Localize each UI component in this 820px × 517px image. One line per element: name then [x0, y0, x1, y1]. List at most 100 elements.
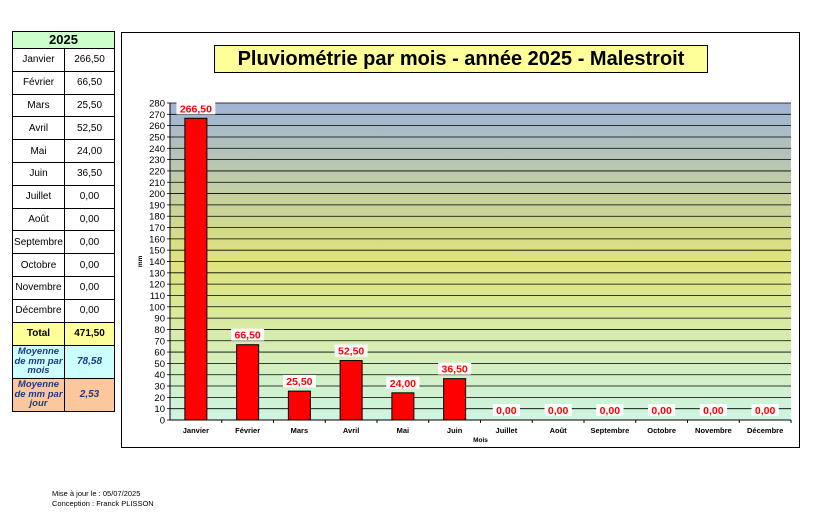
table-row-6-label: Juillet	[12, 184, 65, 209]
x-label-janvier: Janvier	[183, 426, 209, 435]
chart-panel: 0 10 20 30 40 50 60 70 80 90 100 110 120 130 140 150 160…	[121, 32, 800, 448]
table-row-4-label: Mai	[12, 139, 65, 163]
table-row-3: Avril 52,50	[12, 116, 115, 141]
x-label-mai: Mai	[397, 426, 410, 435]
x-label-avril: Avril	[343, 426, 359, 435]
table-total-value: 471,50	[64, 321, 115, 346]
data-label-bg-3	[334, 344, 368, 357]
ytick-label-90: 90	[154, 314, 165, 325]
x-label-septembre: Septembre	[590, 426, 629, 435]
ytick-label-120: 120	[149, 280, 165, 291]
x-label-mars: Mars	[291, 426, 309, 435]
ytick-label-10: 10	[154, 404, 165, 415]
table-row-9-label: Octobre	[12, 253, 65, 277]
table-row-2: Mars 25,50	[12, 93, 115, 118]
chart-title: Pluviométrie par mois - année 2025 - Mal…	[214, 45, 708, 73]
table-year-row: 2025	[12, 31, 115, 49]
data-label-octobre: 0,00	[651, 405, 672, 417]
x-label-octobre: Octobre	[647, 426, 676, 435]
data-label-bg-1	[231, 328, 265, 341]
table-avg-day-value: 2,53	[64, 377, 115, 412]
data-label-bg-0	[176, 102, 216, 115]
table-row-7-value: 0,00	[64, 207, 115, 232]
ytick-label-100: 100	[149, 302, 165, 313]
table-avg-month-value: 78,58	[64, 344, 115, 379]
rainfall-bar-chart: 0102030405060708090100110120130140150160…	[137, 99, 792, 444]
footer-author: Conception : Franck PLISSON	[52, 499, 154, 508]
data-label-bg-2	[282, 375, 316, 388]
bar-janvier	[184, 117, 208, 421]
table-row-0-label: Janvier	[12, 48, 65, 72]
ytick-label-0: 0	[160, 416, 165, 427]
data-label-mars: 25,50	[286, 376, 312, 388]
table-row-6: Juillet 0,00	[12, 184, 115, 209]
table-row-8-value: 0,00	[64, 230, 115, 255]
x-label-février: Février	[235, 426, 260, 435]
table-row-6-value: 0,00	[64, 184, 115, 209]
table-row-1-value: 66,50	[64, 70, 115, 95]
table-row-5-value: 36,50	[64, 161, 115, 186]
table-row-8: Septembre 0,00	[12, 230, 115, 255]
table-row-3-value: 52,50	[64, 116, 115, 141]
ytick-label-50: 50	[154, 359, 165, 370]
bar-février	[236, 344, 260, 421]
data-label-avril: 52,50	[338, 346, 364, 358]
table-row-1-label: Février	[12, 70, 65, 95]
y-axis-title: mm	[137, 256, 144, 268]
x-label-novembre: Novembre	[695, 426, 732, 435]
bar-mai	[391, 392, 415, 421]
table-row-11: Décembre 0,00	[12, 298, 115, 323]
bar-juin	[443, 378, 467, 421]
table-row-9: Octobre 0,00	[12, 253, 115, 277]
table-row-11-value: 0,00	[64, 298, 115, 323]
table-row-8-label: Septembre	[12, 230, 65, 255]
table-row-2-value: 25,50	[64, 93, 115, 118]
bar-mars	[287, 390, 311, 421]
table-row-5: Juin 36,50	[12, 161, 115, 186]
data-label-novembre: 0,00	[703, 405, 724, 417]
table-row-0: Janvier 266,50	[12, 48, 115, 72]
data-label-septembre: 0,00	[600, 405, 621, 417]
ytick-label-140: 140	[149, 257, 165, 268]
ytick-label-230: 230	[149, 155, 165, 166]
data-label-mai: 24,00	[390, 378, 416, 390]
table-row-4-value: 24,00	[64, 139, 115, 163]
data-label-bg-8	[596, 404, 624, 416]
data-label-bg-6	[492, 404, 520, 416]
table-row-1: Février 66,50	[12, 70, 115, 95]
ytick-label-110: 110	[150, 291, 165, 302]
ytick-label-260: 260	[149, 121, 165, 132]
table-row-11-label: Décembre	[12, 298, 65, 323]
table-row-9-value: 0,00	[64, 253, 115, 277]
x-label-décembre: Décembre	[747, 426, 783, 435]
table-total-label: Total	[12, 321, 65, 346]
ytick-label-250: 250	[149, 132, 165, 143]
ytick-label-280: 280	[149, 99, 165, 110]
data-label-bg-7	[544, 404, 572, 416]
table-row-10: Novembre 0,00	[12, 275, 115, 300]
table-row-3-label: Avril	[12, 116, 65, 141]
data-label-bg-11	[751, 404, 779, 416]
table-avg-day-label: Moyenne de mm par jour	[12, 377, 65, 412]
table-total: Total 471,50	[12, 321, 115, 346]
ytick-label-270: 270	[149, 110, 165, 121]
data-label-juillet: 0,00	[496, 405, 517, 417]
ytick-label-80: 80	[154, 325, 165, 336]
table-row-10-label: Novembre	[12, 275, 65, 300]
footer-updated: Mise à jour le : 05/07/2025	[52, 489, 141, 498]
ytick-label-20: 20	[154, 393, 165, 404]
data-label-bg-4	[386, 376, 420, 389]
ytick-label-220: 220	[149, 166, 165, 177]
x-label-juin: Juin	[447, 426, 463, 435]
table-year: 2025	[12, 31, 115, 49]
table-row-7-label: Août	[12, 207, 65, 232]
ytick-label-70: 70	[154, 336, 165, 347]
data-label-bg-5	[438, 362, 472, 375]
table-avg-day: Moyenne de mm par jour 2,53	[12, 377, 115, 412]
data-label-juin: 36,50	[441, 364, 467, 376]
ytick-label-170: 170	[149, 223, 165, 234]
ytick-label-190: 190	[149, 200, 165, 211]
ytick-label-130: 130	[149, 268, 165, 279]
data-label-janvier: 266,50	[180, 103, 212, 115]
table-row-4: Mai 24,00	[12, 139, 115, 163]
